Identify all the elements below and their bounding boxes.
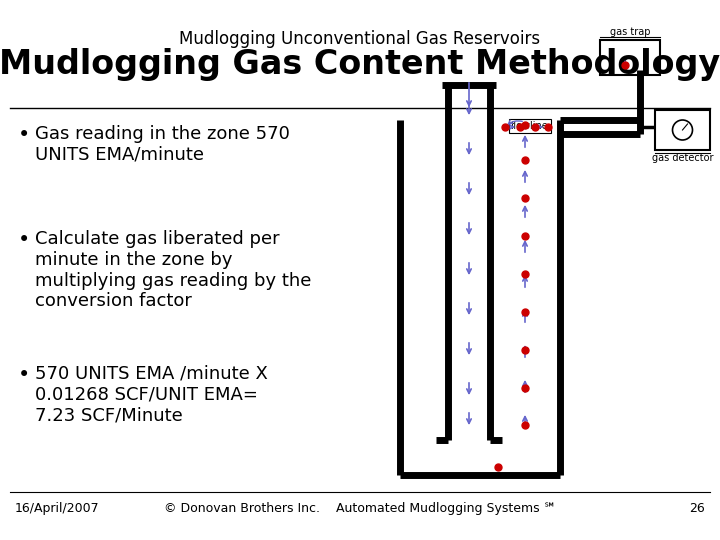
- Text: 570 UNITS EMA /minute X
0.01268 SCF/UNIT EMA=
7.23 SCF/Minute: 570 UNITS EMA /minute X 0.01268 SCF/UNIT…: [35, 365, 268, 424]
- Text: •: •: [18, 230, 30, 250]
- Bar: [655, 110, 710, 150]
- Text: •: •: [18, 365, 30, 385]
- Text: Mudlogging Gas Content Methodology: Mudlogging Gas Content Methodology: [0, 48, 720, 81]
- Text: 26: 26: [689, 502, 705, 515]
- Bar: [600, 40, 660, 75]
- Text: gas trap: gas trap: [610, 27, 650, 37]
- Text: © Donovan Brothers Inc.    Automated Mudlogging Systems ℠: © Donovan Brothers Inc. Automated Mudlog…: [164, 502, 556, 515]
- Text: Calculate gas liberated per
minute in the zone by
multiplying gas reading by the: Calculate gas liberated per minute in th…: [35, 230, 311, 310]
- Text: Mudlogging Unconventional Gas Reservoirs: Mudlogging Unconventional Gas Reservoirs: [179, 30, 541, 48]
- Text: •: •: [18, 125, 30, 145]
- Text: gas detector: gas detector: [652, 153, 714, 163]
- Text: 16/April/2007: 16/April/2007: [15, 502, 99, 515]
- Text: Gas reading in the zone 570
UNITS EMA/minute: Gas reading in the zone 570 UNITS EMA/mi…: [35, 125, 290, 164]
- Text: flowline: flowline: [511, 121, 549, 131]
